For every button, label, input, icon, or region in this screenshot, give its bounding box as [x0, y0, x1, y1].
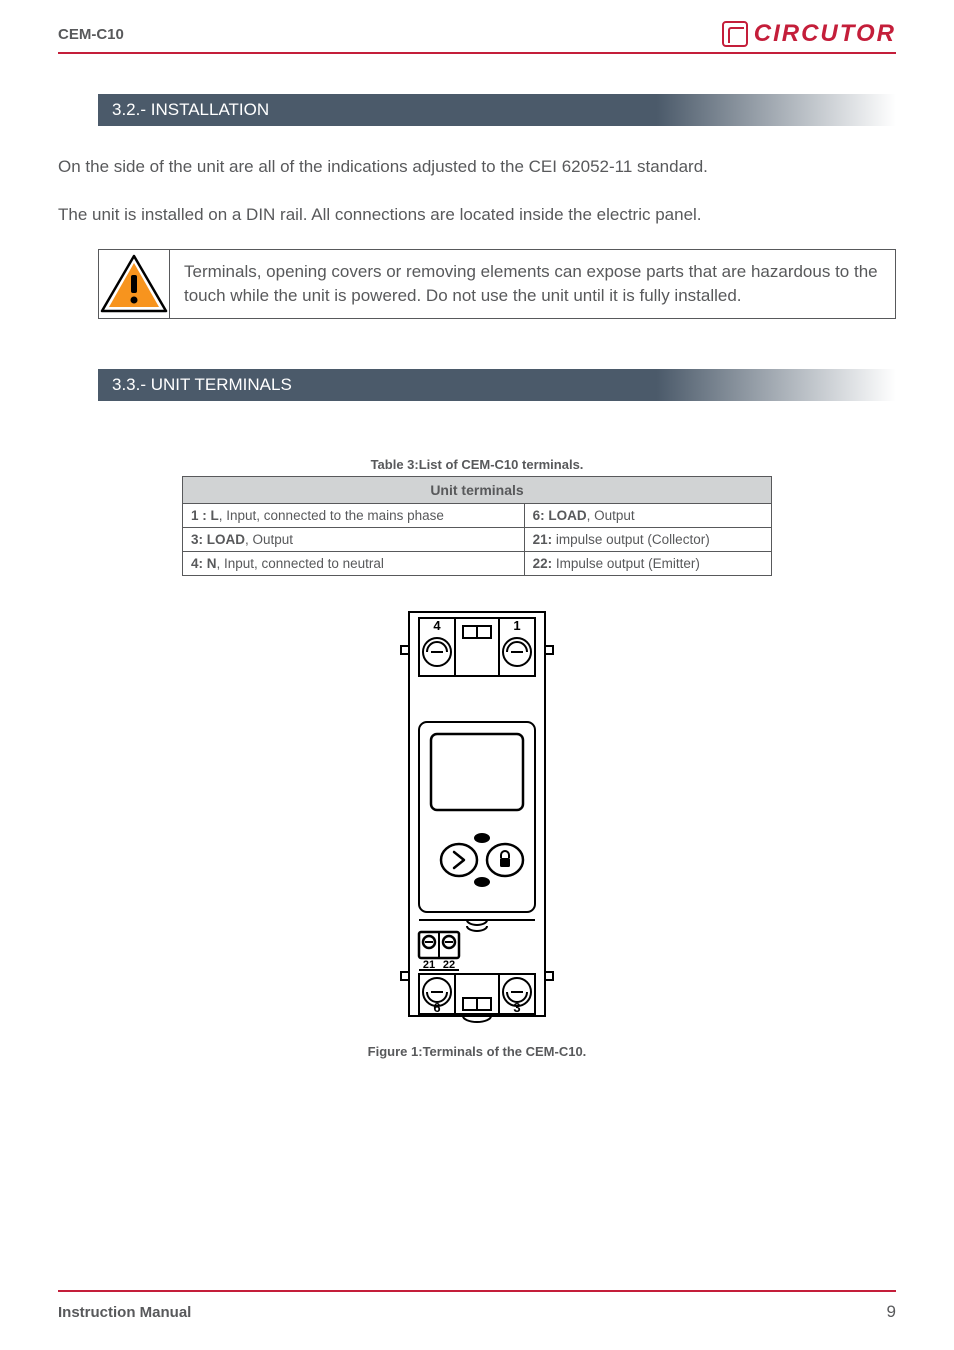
warning-icon-cell	[99, 250, 170, 318]
section-installation-title: 3.2.- INSTALLATION	[98, 94, 896, 126]
warning-triangle-icon	[99, 253, 169, 315]
page-footer: Instruction Manual 9	[58, 1290, 896, 1322]
page-header: CEM-C10 CIRCUTOR	[58, 20, 896, 52]
terminals-table: Unit terminals 1 : L, Input, connected t…	[182, 476, 772, 576]
warning-box: Terminals, opening covers or removing el…	[98, 249, 896, 319]
section-terminals-title: 3.3.- UNIT TERMINALS	[98, 369, 896, 401]
svg-text:6: 6	[433, 1000, 440, 1015]
brand-logo: CIRCUTOR	[722, 20, 896, 48]
header-rule	[58, 52, 896, 54]
svg-text:3: 3	[513, 1000, 520, 1015]
table-row: 4: N, Input, connected to neutral 22: Im…	[183, 551, 772, 575]
table-row: 1 : L, Input, connected to the mains pha…	[183, 503, 772, 527]
figure-caption: Figure 1:Terminals of the CEM-C10.	[58, 1044, 896, 1059]
device-name: CEM-C10	[58, 26, 124, 43]
table-row: 3: LOAD, Output 21: impulse output (Coll…	[183, 527, 772, 551]
footer-rule	[58, 1290, 896, 1292]
footer-page-number: 9	[887, 1302, 896, 1322]
warning-text: Terminals, opening covers or removing el…	[170, 250, 895, 318]
device-terminals-figure: 4 1 21 22 6 3	[397, 606, 557, 1026]
svg-text:4: 4	[433, 618, 441, 633]
footer-manual-label: Instruction Manual	[58, 1304, 191, 1321]
brand-logo-icon	[722, 21, 748, 47]
installation-para-2: The unit is installed on a DIN rail. All…	[58, 202, 896, 228]
terminals-table-header: Unit terminals	[183, 476, 772, 503]
brand-logo-text: CIRCUTOR	[754, 20, 896, 48]
svg-text:1: 1	[513, 618, 520, 633]
table-caption: Table 3:List of CEM-C10 terminals.	[58, 457, 896, 472]
installation-para-1: On the side of the unit are all of the i…	[58, 154, 896, 180]
